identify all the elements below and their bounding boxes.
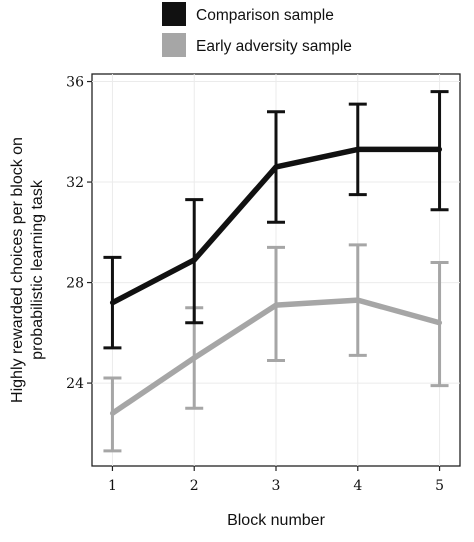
series-layer bbox=[103, 90, 449, 453]
data-point-comparison-sample-5 bbox=[437, 146, 443, 152]
y-tick-label-36: 36 bbox=[66, 75, 84, 91]
data-point-early-adversity-sample-1 bbox=[109, 410, 115, 416]
plot-panel bbox=[91, 73, 461, 467]
x-axis: 1 2 3 4 5 bbox=[108, 466, 444, 494]
series-early-adversity-sample bbox=[103, 243, 449, 453]
data-point-comparison-sample-1 bbox=[109, 300, 115, 306]
data-point-early-adversity-sample-4 bbox=[355, 297, 361, 303]
y-tick-label-28: 28 bbox=[66, 276, 84, 292]
data-point-comparison-sample-2 bbox=[191, 257, 197, 263]
legend-swatch-early-adversity bbox=[162, 33, 186, 57]
legend: Comparison sample Early adversity sample bbox=[162, 2, 352, 57]
y-tick-label-24: 24 bbox=[66, 376, 84, 392]
x-tick-label-3: 3 bbox=[272, 478, 281, 494]
y-axis-title: Highly rewarded choices per block on pro… bbox=[9, 137, 46, 403]
data-point-comparison-sample-4 bbox=[355, 146, 361, 152]
legend-swatch-comparison bbox=[162, 2, 186, 26]
data-point-comparison-sample-3 bbox=[273, 164, 279, 170]
x-tick-label-4: 4 bbox=[353, 478, 362, 494]
x-tick-label-2: 2 bbox=[190, 478, 199, 494]
data-point-early-adversity-sample-2 bbox=[191, 355, 197, 361]
y-axis: 24 28 32 36 bbox=[66, 75, 92, 392]
x-tick-label-5: 5 bbox=[435, 478, 444, 494]
legend-label-early-adversity: Early adversity sample bbox=[196, 38, 352, 55]
data-point-early-adversity-sample-3 bbox=[273, 302, 279, 308]
x-axis-title: Block number bbox=[227, 512, 325, 529]
y-axis-title-line-2: probabilistic learning task bbox=[29, 179, 46, 360]
data-point-early-adversity-sample-5 bbox=[437, 320, 443, 326]
y-axis-title-line-1: Highly rewarded choices per block on bbox=[9, 137, 26, 403]
series-comparison-sample bbox=[103, 90, 449, 350]
y-tick-label-32: 32 bbox=[66, 175, 84, 191]
legend-label-comparison: Comparison sample bbox=[196, 7, 334, 24]
x-tick-label-1: 1 bbox=[108, 478, 117, 494]
